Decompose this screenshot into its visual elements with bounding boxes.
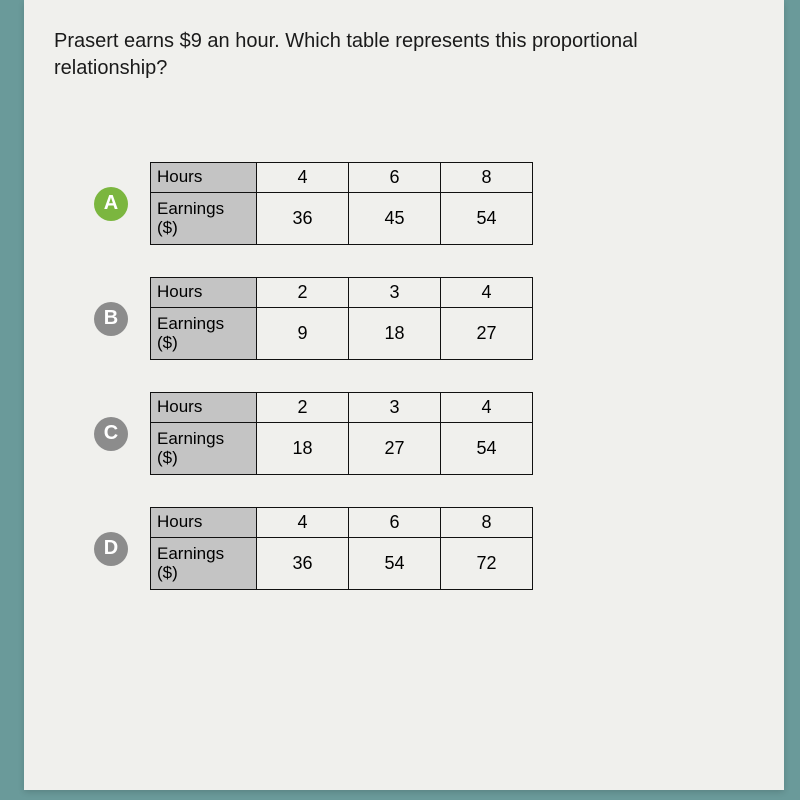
option-badge-b[interactable]: B [94,302,128,336]
earnings-cell: 27 [349,423,441,475]
hours-cell: 2 [257,393,349,423]
hours-label: Hours [151,508,257,538]
table-row: Earnings($) 36 45 54 [151,193,533,245]
option-table-d: Hours 4 6 8 Earnings($) 36 54 72 [150,507,533,590]
hours-cell: 8 [441,163,533,193]
hours-cell: 6 [349,508,441,538]
hours-cell: 4 [257,508,349,538]
earnings-cell: 27 [441,308,533,360]
hours-label: Hours [151,163,257,193]
table-row: Hours 2 3 4 [151,393,533,423]
earnings-cell: 54 [349,538,441,590]
hours-cell: 6 [349,163,441,193]
earnings-cell: 18 [349,308,441,360]
hours-cell: 4 [257,163,349,193]
question-page: Prasert earns $9 an hour. Which table re… [24,0,784,790]
option-c[interactable]: C Hours 2 3 4 Earnings($) 18 27 54 [94,392,754,475]
earnings-cell: 18 [257,423,349,475]
hours-cell: 4 [441,393,533,423]
question-text: Prasert earns $9 an hour. Which table re… [54,28,754,82]
option-badge-a[interactable]: A [94,187,128,221]
hours-cell: 8 [441,508,533,538]
earnings-label: Earnings($) [151,193,257,245]
earnings-label: Earnings($) [151,538,257,590]
table-row: Earnings($) 36 54 72 [151,538,533,590]
earnings-cell: 45 [349,193,441,245]
hours-label: Hours [151,278,257,308]
hours-cell: 2 [257,278,349,308]
earnings-cell: 36 [257,193,349,245]
earnings-cell: 9 [257,308,349,360]
option-table-b: Hours 2 3 4 Earnings($) 9 18 27 [150,277,533,360]
option-d[interactable]: D Hours 4 6 8 Earnings($) 36 54 72 [94,507,754,590]
earnings-cell: 54 [441,423,533,475]
option-b[interactable]: B Hours 2 3 4 Earnings($) 9 18 27 [94,277,754,360]
hours-cell: 3 [349,278,441,308]
table-row: Earnings($) 9 18 27 [151,308,533,360]
earnings-cell: 36 [257,538,349,590]
hours-cell: 4 [441,278,533,308]
earnings-label: Earnings($) [151,423,257,475]
option-badge-c[interactable]: C [94,417,128,451]
table-row: Earnings($) 18 27 54 [151,423,533,475]
hours-label: Hours [151,393,257,423]
option-table-c: Hours 2 3 4 Earnings($) 18 27 54 [150,392,533,475]
option-table-a: Hours 4 6 8 Earnings($) 36 45 54 [150,162,533,245]
option-a[interactable]: A Hours 4 6 8 Earnings($) 36 45 54 [94,162,754,245]
earnings-cell: 72 [441,538,533,590]
earnings-label: Earnings($) [151,308,257,360]
table-row: Hours 2 3 4 [151,278,533,308]
hours-cell: 3 [349,393,441,423]
earnings-cell: 54 [441,193,533,245]
table-row: Hours 4 6 8 [151,508,533,538]
table-row: Hours 4 6 8 [151,163,533,193]
options-list: A Hours 4 6 8 Earnings($) 36 45 54 B [94,162,754,590]
option-badge-d[interactable]: D [94,532,128,566]
